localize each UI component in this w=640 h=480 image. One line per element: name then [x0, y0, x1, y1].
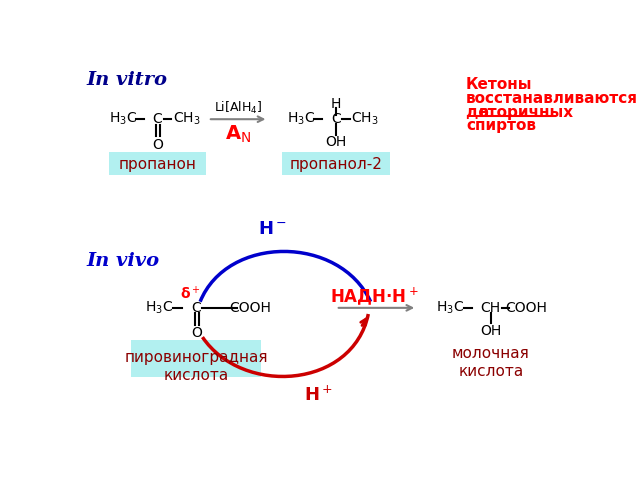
Text: до: до: [466, 105, 494, 120]
Text: δ$^+$: δ$^+$: [180, 285, 200, 302]
Text: пировиноградная
кислота: пировиноградная кислота: [125, 350, 268, 383]
Text: H$^-$: H$^-$: [258, 219, 287, 238]
Text: In vivo: In vivo: [86, 252, 159, 270]
Text: In vitro: In vitro: [86, 72, 167, 89]
Text: Li[AlH$_4$]: Li[AlH$_4$]: [214, 100, 262, 117]
Text: H$_3$C: H$_3$C: [145, 300, 173, 316]
Text: C: C: [331, 112, 340, 126]
FancyBboxPatch shape: [131, 340, 261, 377]
Text: C: C: [191, 301, 201, 315]
Text: пропанол-2: пропанол-2: [289, 157, 382, 172]
FancyBboxPatch shape: [282, 152, 390, 175]
Text: пропанон: пропанон: [118, 157, 196, 172]
Text: OH: OH: [325, 135, 346, 149]
Text: H$_3$C: H$_3$C: [109, 111, 137, 127]
Text: НАДН·Н$^+$: НАДН·Н$^+$: [330, 286, 419, 307]
Text: A$_\mathrm{N}$: A$_\mathrm{N}$: [225, 124, 251, 145]
Text: COOH: COOH: [230, 301, 271, 315]
Text: H$_3$C: H$_3$C: [287, 111, 315, 127]
Text: COOH: COOH: [506, 301, 547, 315]
Text: OH: OH: [480, 324, 501, 338]
Text: восстанавливаются: восстанавливаются: [466, 91, 638, 106]
Text: Кетоны: Кетоны: [466, 77, 532, 92]
Text: O: O: [191, 326, 202, 340]
Text: CH$_3$: CH$_3$: [351, 111, 379, 127]
Text: спиртов: спиртов: [466, 119, 536, 133]
Text: H: H: [331, 97, 341, 111]
Text: H$^+$: H$^+$: [304, 385, 333, 405]
Text: CH: CH: [481, 301, 501, 315]
Text: вторичных: вторичных: [478, 105, 573, 120]
Text: молочная
кислота: молочная кислота: [452, 347, 530, 379]
Text: C: C: [152, 112, 163, 126]
Text: O: O: [152, 138, 163, 152]
FancyBboxPatch shape: [109, 152, 205, 175]
Text: CH$_3$: CH$_3$: [173, 111, 201, 127]
Text: H$_3$C: H$_3$C: [436, 300, 465, 316]
